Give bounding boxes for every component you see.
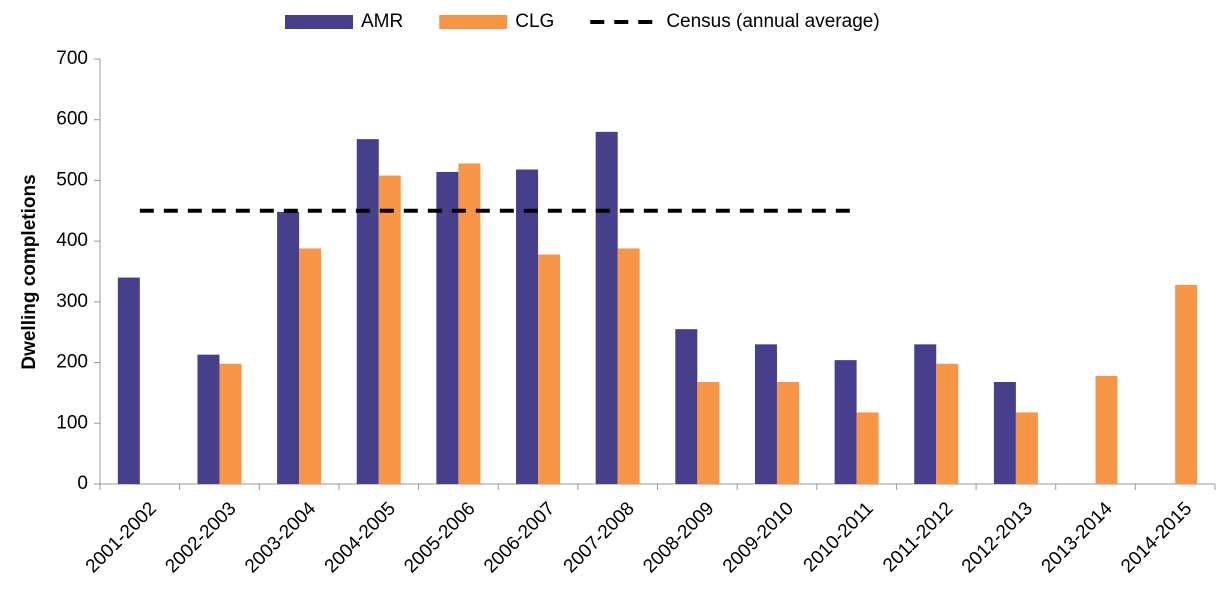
legend-label: Census (annual average)	[666, 11, 879, 32]
bar	[617, 248, 640, 484]
y-tick-label: 500	[56, 169, 88, 190]
bar	[595, 131, 618, 484]
x-tick-label: 2004-2005	[321, 498, 400, 577]
bar	[697, 382, 720, 484]
bar	[776, 382, 799, 484]
bar	[856, 412, 879, 484]
bar	[538, 254, 561, 484]
legend-swatch	[439, 15, 508, 29]
x-tick-label: 2008-2009	[639, 498, 718, 577]
y-tick-label: 200	[56, 352, 88, 373]
x-tick-label: 2003-2004	[241, 498, 320, 577]
x-tick-label: 2014-2015	[1117, 498, 1196, 577]
bar	[1015, 412, 1038, 484]
x-tick-label: 2010-2011	[800, 498, 878, 576]
bar	[356, 139, 379, 484]
legend-label: AMR	[361, 11, 403, 32]
bar	[197, 354, 220, 484]
x-tick-label: 2013-2014	[1038, 498, 1117, 577]
legend-swatch	[285, 15, 353, 29]
x-tick-label: 2001-2002	[82, 498, 161, 577]
x-tick-label: 2007-2008	[560, 498, 639, 577]
y-tick-label: 600	[56, 109, 88, 130]
x-tick-label: 2009-2010	[719, 498, 798, 577]
bar	[1175, 284, 1198, 484]
bar	[754, 344, 777, 484]
x-tick-label: 2005-2006	[400, 498, 479, 577]
y-tick-label: 100	[56, 412, 88, 433]
bar	[675, 329, 698, 484]
y-tick-label: 400	[56, 230, 88, 251]
bar	[1095, 375, 1118, 484]
y-tick-label: 700	[56, 48, 88, 69]
y-axis-label: Dwelling completions	[19, 174, 40, 369]
bar	[834, 360, 857, 484]
x-tick-label: 2002-2003	[161, 498, 240, 577]
x-tick-label: 2012-2013	[958, 498, 1037, 577]
bar	[277, 212, 300, 484]
bar	[458, 163, 481, 484]
bar	[936, 363, 959, 484]
bar	[378, 175, 401, 485]
x-tick-label: 2006-2007	[480, 498, 559, 577]
bar	[117, 277, 140, 484]
y-tick-label: 0	[77, 473, 88, 494]
bar	[299, 248, 322, 484]
bar	[516, 169, 539, 484]
legend-label: CLG	[515, 11, 554, 32]
bar	[914, 344, 937, 484]
bar	[993, 382, 1016, 484]
x-tick-label: 2011-2012	[879, 498, 957, 576]
y-tick-label: 300	[56, 291, 88, 312]
bar	[436, 171, 459, 484]
bar	[219, 363, 242, 484]
